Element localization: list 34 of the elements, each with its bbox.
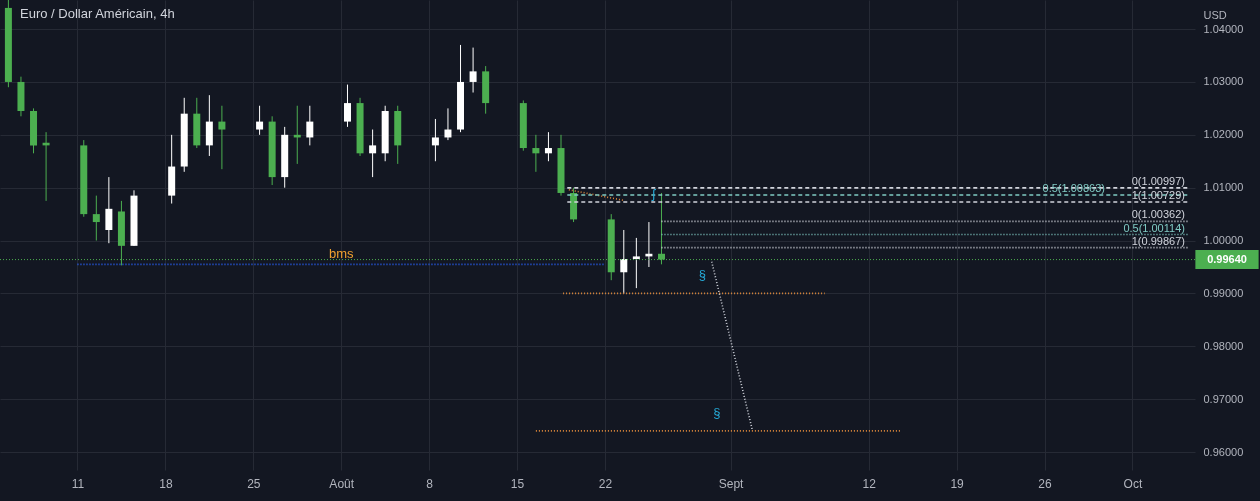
x-tick-label: Août (329, 476, 355, 491)
x-tick-label: 8 (426, 476, 434, 491)
x-tick-label: Sept (718, 476, 745, 491)
y-tick-label: 1.02000 (1203, 128, 1244, 141)
series-label: 1(0.99867) (1131, 234, 1185, 247)
y-tick-label: 1.04000 (1203, 22, 1244, 35)
chart-title: Euro / Dollar Américain, 4h (20, 6, 175, 21)
y-tick-label: 0.99000 (1203, 286, 1244, 299)
series-label: 0.5(1.00863) (1042, 181, 1105, 194)
x-tick-label: 15 (510, 476, 525, 491)
x-tick-label: 18 (159, 476, 173, 491)
x-tick-label: 25 (247, 476, 261, 491)
y-tick-label: 1.00000 (1203, 234, 1244, 247)
x-tick-label: 11 (71, 476, 85, 491)
y-tick-label: 0.96000 (1203, 445, 1244, 458)
annotation: § (713, 404, 721, 420)
x-tick-label: 19 (950, 476, 965, 491)
series-label: 1(1.00729) (1131, 189, 1185, 202)
annotation: ʃ (651, 186, 657, 202)
y-tick-label: 1.03000 (1203, 75, 1244, 88)
x-tick-label: 12 (862, 476, 877, 491)
x-tick-label: 26 (1038, 476, 1053, 491)
y-tick-label: 0.98000 (1203, 339, 1244, 352)
ref-line-label: 0.99640 (1207, 252, 1247, 265)
x-tick-label: 22 (598, 476, 613, 491)
series-label: 0.5(1.00114) (1123, 221, 1185, 234)
annotation: § (698, 267, 706, 283)
y-axis-title: USD (1203, 8, 1227, 21)
x-tick-label: Oct (1123, 476, 1143, 491)
y-tick-label: 0.97000 (1203, 392, 1244, 405)
y-tick-label: 1.01000 (1203, 181, 1244, 194)
annotation: bms (328, 246, 354, 262)
series-label: 0(1.00997) (1131, 174, 1185, 187)
series-label: 0(1.00362) (1131, 208, 1185, 221)
